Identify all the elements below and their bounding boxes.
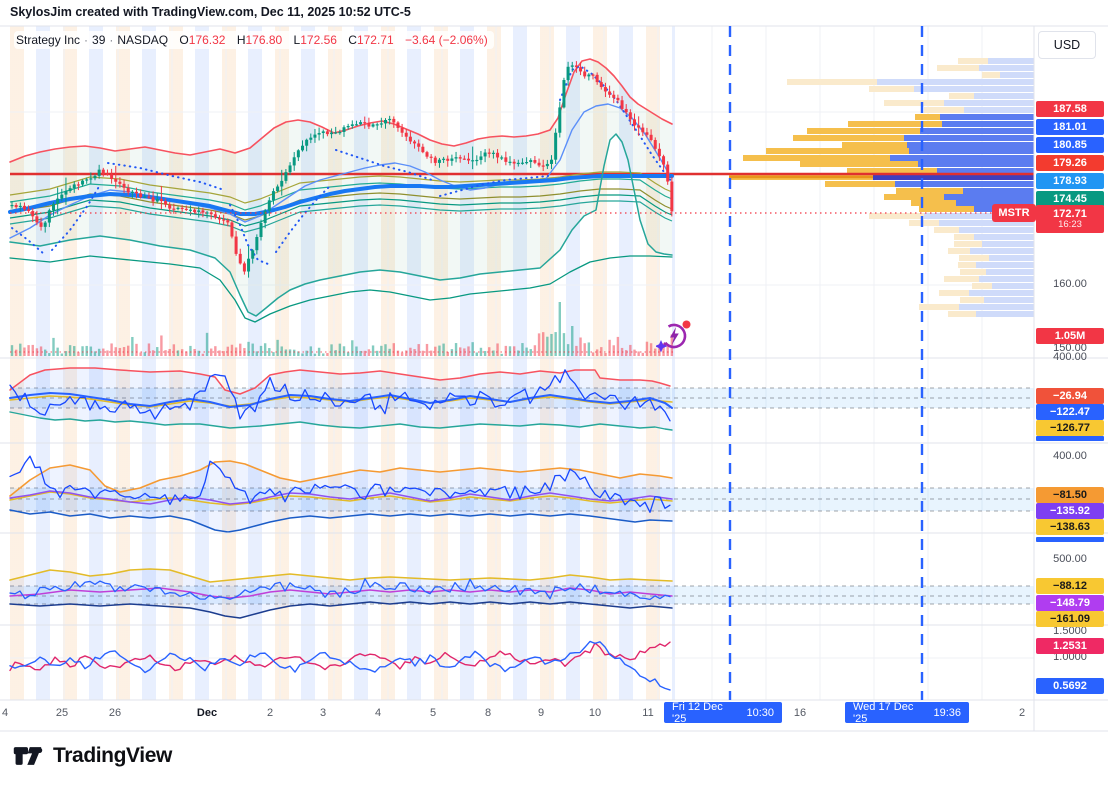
price-label: −88.12 xyxy=(1036,578,1104,594)
price-label: 179.26 xyxy=(1036,155,1104,171)
price-label: 181.01 xyxy=(1036,119,1104,135)
open-value: 176.32 xyxy=(188,33,226,47)
open-key: O xyxy=(179,33,189,47)
time-tick-label: 4 xyxy=(374,707,382,719)
time-tick-label: 26 xyxy=(108,707,122,719)
price-label: 1.05M xyxy=(1036,328,1104,344)
event-date-label: Fri 12 Dec '25 10:30 xyxy=(664,701,782,725)
clipped-price-label xyxy=(1036,436,1104,441)
axis-tick-label: 1.0000 xyxy=(1053,651,1087,663)
price-label: −148.79 xyxy=(1036,595,1104,611)
axis-tick-label: 160.00 xyxy=(1053,278,1087,290)
clipped-price-label xyxy=(1036,537,1104,542)
time-tick-label: 10 xyxy=(588,707,602,719)
event-date-label: Wed 17 Dec '25 19:36 xyxy=(845,701,969,725)
time-tick-label: 9 xyxy=(537,707,545,719)
flash-emoji-marker[interactable] xyxy=(654,318,692,354)
price-label: −138.63 xyxy=(1036,519,1104,535)
symbol-name: Strategy Inc xyxy=(16,33,81,47)
price-label: 172.71 16:23 xyxy=(1036,205,1104,233)
price-label: 174.45 xyxy=(1036,191,1104,207)
close-value: 172.71 xyxy=(356,33,394,47)
low-key: L xyxy=(293,33,301,47)
time-tick-label: 25 xyxy=(55,707,69,719)
time-tick-label: 16 xyxy=(793,707,807,719)
legend-separator: · xyxy=(109,33,114,47)
time-tick-label: 5 xyxy=(429,707,437,719)
time-tick-label: 4 xyxy=(1,707,9,719)
price-label: −126.77 xyxy=(1036,420,1104,436)
price-label: −122.47 xyxy=(1036,404,1104,420)
time-tick-label: 11 xyxy=(642,707,654,719)
interval-label: 39 xyxy=(92,33,106,47)
time-tick-label: 2 xyxy=(266,707,274,719)
price-label: 1.2531 xyxy=(1036,638,1104,654)
price-label: −26.94 xyxy=(1036,388,1104,404)
axis-tick-label: 400.00 xyxy=(1053,450,1087,462)
low-value: 172.56 xyxy=(300,33,337,47)
time-tick-label: Dec xyxy=(196,707,218,719)
axis-tick-label: 400.00 xyxy=(1053,351,1087,363)
tradingview-logo-icon xyxy=(13,747,43,765)
price-label: 187.58 xyxy=(1036,101,1104,117)
price-line-ticker-tag: MSTR xyxy=(992,204,1036,222)
close-key: C xyxy=(348,33,357,47)
change-value: −3.64 (−2.06%) xyxy=(404,33,488,47)
time-tick-label: 8 xyxy=(484,707,492,719)
legend-separator: · xyxy=(84,33,89,47)
price-label: 180.85 xyxy=(1036,137,1104,153)
axis-tick-label: 1.5000 xyxy=(1053,625,1087,637)
time-tick-label: 3 xyxy=(319,707,327,719)
price-label: −135.92 xyxy=(1036,503,1104,519)
axis-tick-label: 150.00 xyxy=(1053,342,1087,354)
price-label: 0.5692 xyxy=(1036,678,1104,694)
exchange-label: NASDAQ xyxy=(117,33,169,47)
time-tick-label: 2 xyxy=(1018,707,1026,719)
price-label: 178.93 xyxy=(1036,173,1104,189)
price-label: −81.50 xyxy=(1036,487,1104,503)
high-value: 176.80 xyxy=(245,33,283,47)
axis-tick-label: 500.00 xyxy=(1053,553,1087,565)
flash-emoji-icon xyxy=(654,320,691,353)
price-label: −161.09 xyxy=(1036,611,1104,627)
tradingview-logo-text: TradingView xyxy=(53,744,172,767)
tradingview-logo[interactable]: TradingView xyxy=(12,742,172,770)
attribution-title: SkylosJim created with TradingView.com, … xyxy=(10,5,411,19)
currency-toggle-button[interactable]: USD xyxy=(1038,31,1096,59)
symbol-legend[interactable]: Strategy Inc · 39 · NASDAQ O176.32 H176.80 L… xyxy=(14,31,494,49)
high-key: H xyxy=(236,33,246,47)
